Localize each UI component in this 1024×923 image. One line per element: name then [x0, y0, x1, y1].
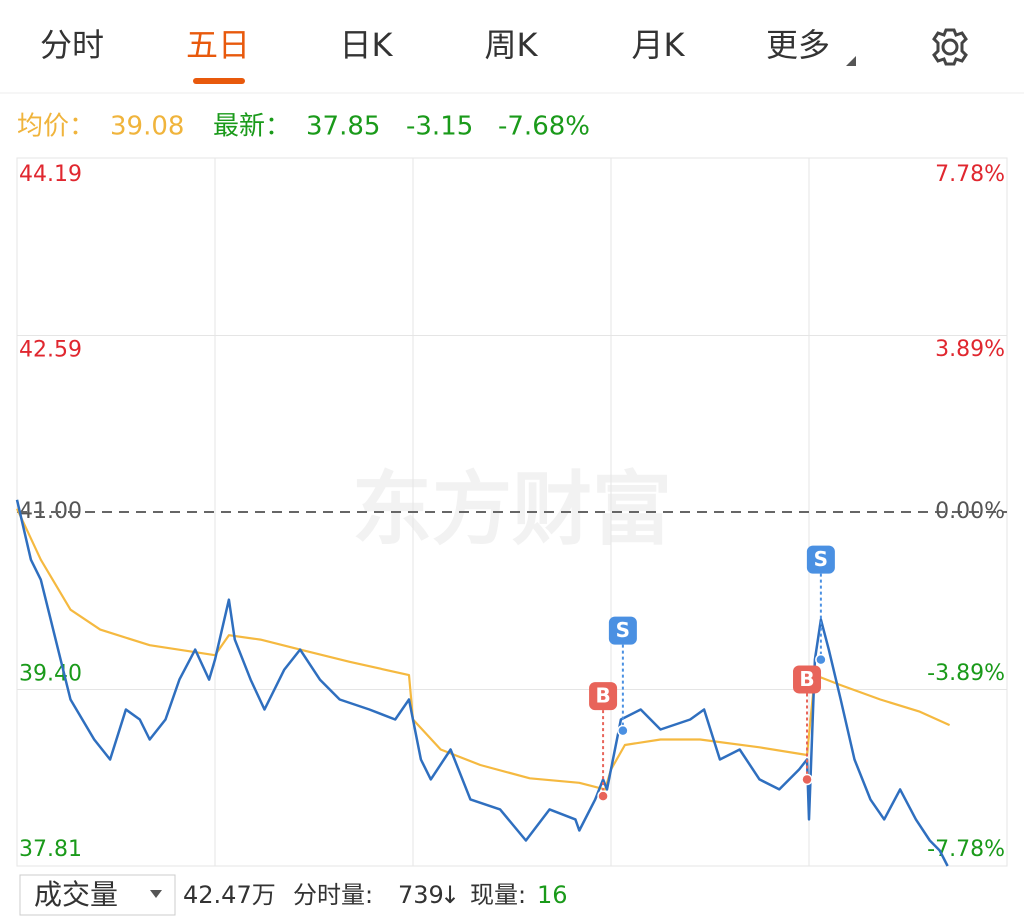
more-caret	[846, 56, 856, 66]
trade-badge	[589, 682, 618, 711]
select-caret	[150, 890, 162, 898]
y-tick-label: 39.40	[19, 662, 82, 687]
y2-tick-label: 7.78%	[935, 162, 1005, 187]
trade-point	[815, 653, 827, 666]
tab-bar: 分时 五日 日K 周K 月K 更多	[40, 26, 830, 64]
y-tick-label: 44.19	[19, 162, 82, 187]
trade-point	[597, 790, 609, 802]
trade-label: B	[595, 684, 610, 708]
tab[interactable]: 月K	[632, 26, 686, 64]
indicator-select[interactable]	[19, 874, 176, 916]
tab[interactable]: 日K	[340, 26, 394, 64]
tab[interactable]: 更多	[766, 26, 830, 64]
now-volume: 16	[537, 881, 568, 909]
avg-value: 39.08	[110, 112, 184, 142]
volume: 42.47万	[183, 881, 276, 909]
y2-tick-label: -3.89%	[927, 661, 1005, 686]
trade-label: B	[799, 667, 814, 691]
change: -3.15	[406, 112, 473, 142]
y2-tick-label: 0.00%	[935, 499, 1005, 524]
footer: 成交量 42.47万 分时量: 739 ↓ 现量: 16	[19, 874, 568, 916]
change-pct: -7.68%	[498, 112, 590, 142]
trade-point	[617, 724, 629, 737]
indicator-name[interactable]: 成交量	[34, 878, 118, 911]
y2-tick-label: 3.89%	[935, 337, 1005, 362]
trade-badge	[806, 545, 835, 574]
tab[interactable]: 分时	[40, 26, 104, 64]
arrow: ↓	[440, 881, 460, 909]
last-value: 37.85	[306, 112, 380, 142]
minute-volume: 739	[398, 881, 444, 909]
price-line	[15, 499, 949, 867]
settings-icon[interactable]	[932, 28, 968, 66]
now-label: 现量:	[470, 881, 526, 909]
trade-badge	[608, 616, 637, 645]
tab[interactable]: 周K	[485, 26, 539, 64]
trade-label: S	[814, 547, 828, 571]
info-line: 均价： 39.08 最新： 37.85 -3.15 -7.68%	[17, 112, 590, 142]
tab-active[interactable]: 五日	[186, 26, 250, 64]
tab-underline	[193, 78, 245, 84]
plot: 44.1942.5941.0039.4037.817.78%3.89%0.00%…	[15, 157, 1007, 867]
y-tick-label: 37.81	[19, 837, 82, 862]
last-label: 最新：	[213, 112, 291, 142]
trade-point	[801, 773, 813, 786]
y-tick-label: 42.59	[19, 338, 82, 363]
trade-badge	[793, 665, 822, 694]
trade-label: S	[616, 618, 630, 642]
price-line	[16, 508, 951, 791]
avg-label: 均价：	[17, 112, 95, 142]
watermark: 东方财富	[352, 463, 672, 556]
minute-label: 分时量:	[293, 881, 373, 909]
